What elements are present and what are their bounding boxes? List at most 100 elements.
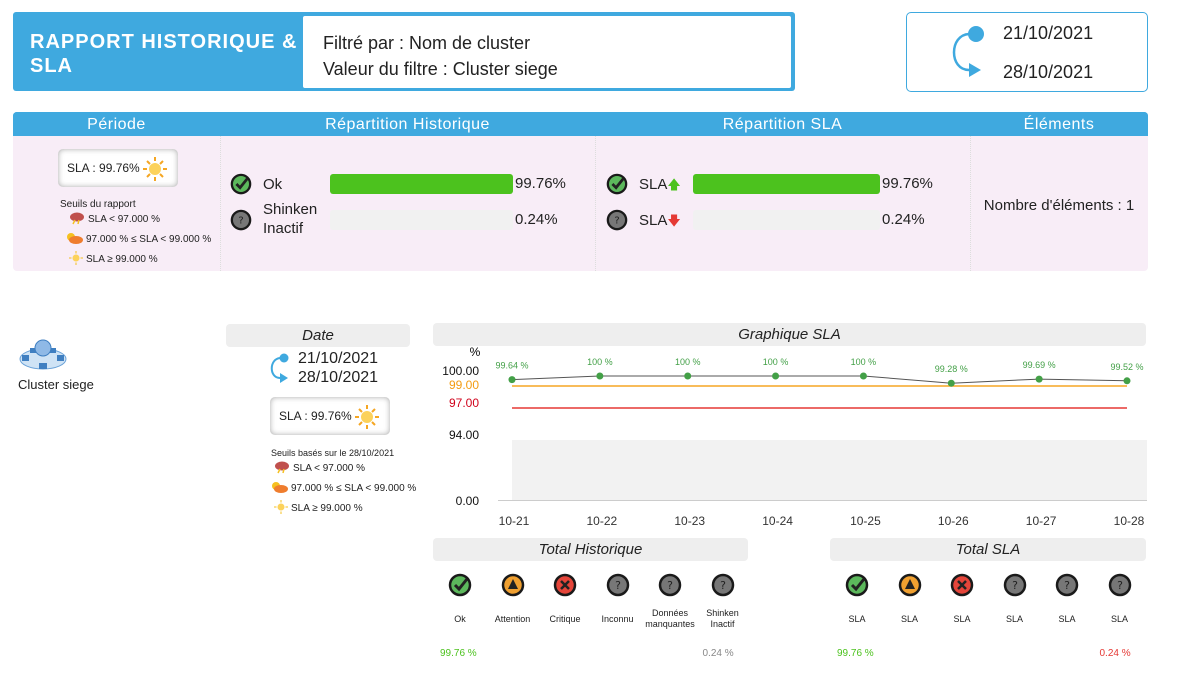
- x-tick-label: 10-23: [674, 514, 705, 528]
- threshold-item: SLA ≥ 99.000 %: [69, 251, 158, 268]
- critical-status-icon: [950, 573, 974, 602]
- data-point: [1035, 375, 1043, 383]
- total-value: 0.24 %: [1099, 648, 1131, 659]
- x-tick-label: 10-22: [587, 514, 618, 528]
- sun-icon: [143, 157, 167, 181]
- sun-icon: [274, 500, 288, 517]
- total-label: Critique: [549, 614, 581, 624]
- row-label: Shinken Inactif: [263, 201, 318, 237]
- threshold-label: 97.000 % ≤ SLA < 99.000 %: [291, 483, 417, 494]
- total-label: Ok: [454, 614, 466, 624]
- total-label: SLA: [900, 614, 918, 624]
- thresholds-title: Seuils du rapport: [60, 199, 136, 210]
- elements-count: Nombre d'éléments : 1: [983, 197, 1135, 214]
- unknown-status-icon: ?: [1003, 573, 1027, 602]
- header-elements: Éléments: [970, 112, 1148, 136]
- threshold-label: SLA < 97.000 %: [88, 214, 161, 225]
- svg-text:?: ?: [1012, 579, 1018, 592]
- ok-status-icon: [448, 573, 472, 602]
- warning-status-icon: [501, 573, 525, 602]
- threshold-item: SLA ≥ 99.000 %: [274, 500, 363, 517]
- data-label: 100 %: [675, 357, 701, 367]
- summary-table: Période Répartition Historique Répartiti…: [13, 112, 1148, 271]
- ok-check-icon: [606, 173, 628, 200]
- x-tick-label: 10-26: [938, 514, 969, 528]
- storm-icon: [274, 460, 290, 477]
- total-label: SLA: [1110, 614, 1128, 624]
- report-header: RAPPORT HISTORIQUE & SLA Filtré par : No…: [13, 12, 795, 91]
- data-label: 100 %: [587, 357, 613, 367]
- unknown-question-icon: ?: [606, 209, 628, 236]
- row-value: 0.24%: [515, 211, 558, 228]
- data-point: [772, 372, 780, 380]
- y-tick-label: 99.00: [449, 378, 479, 392]
- cloud-sun-icon: [270, 480, 288, 497]
- threshold-item: 97.000 % ≤ SLA < 99.000 %: [270, 480, 416, 497]
- data-label: 99.28 %: [935, 364, 968, 374]
- storm-icon: [69, 211, 85, 228]
- threshold-item: 97.000 % ≤ SLA < 99.000 %: [65, 231, 211, 248]
- y-tick-label: 97.00: [449, 396, 479, 410]
- total-label: Données manquantes: [645, 608, 695, 629]
- y-tick-label: 100.00: [442, 364, 479, 378]
- svg-text:?: ?: [1117, 579, 1123, 592]
- total-sla-title: Total SLA: [830, 538, 1146, 561]
- row-value: 99.76%: [882, 175, 933, 192]
- chart-title: Graphique SLA: [433, 323, 1146, 346]
- filter-value: Valeur du filtre : Cluster siege: [323, 59, 558, 79]
- sun-icon: [69, 251, 83, 268]
- svg-text:?: ?: [1064, 579, 1070, 592]
- data-point: [684, 372, 692, 380]
- progress-bar: [330, 174, 513, 194]
- row-value: 0.24%: [882, 211, 925, 228]
- date-range-icon: [952, 26, 984, 77]
- unknown-status-icon: ?: [606, 573, 630, 602]
- cloud-sun-icon: [65, 231, 83, 248]
- threshold-label: SLA ≥ 99.000 %: [86, 254, 158, 265]
- threshold-label: SLA ≥ 99.000 %: [291, 503, 363, 514]
- x-tick-label: 10-25: [850, 514, 881, 528]
- y-tick-label: 94.00: [449, 428, 479, 442]
- y-axis-label: %: [470, 346, 481, 359]
- data-point: [596, 372, 604, 380]
- total-label: SLA: [953, 614, 971, 624]
- arrow-down-icon: 🡇: [667, 213, 681, 228]
- date-end: 28/10/2021: [298, 369, 379, 386]
- data-point: [508, 376, 516, 384]
- row-label: Ok: [263, 176, 283, 193]
- sun-icon: [355, 405, 379, 429]
- sla-badge: SLA : 99.76%: [270, 397, 390, 435]
- ok-status-icon: [845, 573, 869, 602]
- filter-box: Filtré par : Nom de cluster Valeur du fi…: [303, 16, 791, 88]
- x-tick-label: 10-21: [499, 514, 530, 528]
- page-title: RAPPORT HISTORIQUE & SLA: [30, 31, 298, 77]
- data-label: 99.64 %: [495, 361, 528, 371]
- sla-badge: SLA : 99.76%: [58, 149, 178, 187]
- progress-bar: [693, 174, 880, 194]
- data-label: 99.69 %: [1023, 360, 1056, 370]
- threshold-label: 97.000 % ≤ SLA < 99.000 %: [86, 234, 212, 245]
- date-panel-title: Date: [226, 324, 410, 347]
- unknown-status-icon: ?: [658, 573, 682, 602]
- total-label: Attention: [494, 614, 531, 624]
- data-label: 100 %: [851, 357, 877, 367]
- total-value: 99.76 %: [837, 648, 874, 659]
- item-name[interactable]: Cluster siege: [18, 377, 94, 392]
- progress-bar: [330, 210, 513, 230]
- data-point: [947, 379, 955, 387]
- total-historique-title: Total Historique: [433, 538, 748, 561]
- period-start: 21/10/2021: [1003, 23, 1094, 43]
- unknown-question-icon: ?: [230, 209, 252, 236]
- unknown-status-icon: ?: [1108, 573, 1132, 602]
- cluster-icon: [19, 339, 67, 370]
- header-historique: Répartition Historique: [220, 112, 595, 136]
- total-label: Shinken Inactif: [706, 608, 739, 629]
- period-end: 28/10/2021: [1003, 62, 1094, 82]
- ok-check-icon: [230, 173, 252, 200]
- data-point: [859, 372, 867, 380]
- svg-text:?: ?: [614, 216, 619, 227]
- date-range-icon: [270, 353, 289, 383]
- total-label: Inconnu: [601, 614, 634, 624]
- svg-text:?: ?: [667, 579, 673, 592]
- svg-text:?: ?: [238, 216, 243, 227]
